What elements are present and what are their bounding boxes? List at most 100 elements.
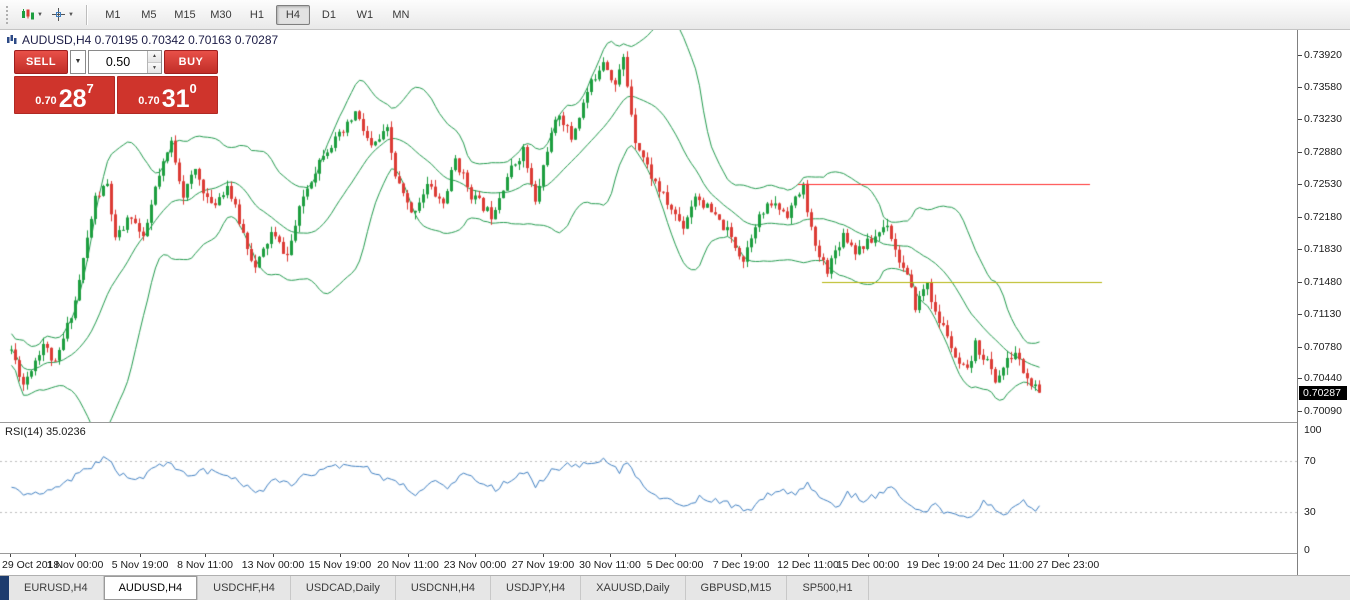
axis-tick (675, 554, 676, 557)
price-axis-label: 0.71830 (1304, 243, 1342, 256)
volume-input[interactable] (89, 51, 147, 73)
timeframe-w1[interactable]: W1 (356, 8, 374, 21)
price-axis-label: 0.73230 (1304, 113, 1342, 126)
price-axis-label: 0.70090 (1304, 405, 1342, 417)
axis-tick (10, 554, 11, 557)
sell-price-base: 0.70 (35, 95, 57, 107)
axis-tick (610, 554, 611, 557)
axis-tick (75, 554, 76, 557)
timeframe-mn[interactable]: MN (392, 8, 410, 21)
time-axis-label: 30 Nov 11:00 (579, 559, 641, 571)
price-axis-label: 0.73920 (1304, 49, 1342, 61)
axis-tick (543, 554, 544, 557)
tab-sp500-h1[interactable]: SP500,H1 (787, 576, 869, 600)
axis-tick (340, 554, 341, 557)
rsi-scale-label: 70 (1304, 455, 1316, 468)
time-axis-label: 20 Nov 11:00 (377, 559, 439, 571)
mini-chart-icon (7, 35, 17, 44)
axis-tick (1068, 554, 1069, 557)
timeframe-m5[interactable]: M5 (141, 8, 157, 21)
one-click-trading-panel: SELL ▼ ▲ ▼ BUY 0.70 28 7 0.70 31 (14, 50, 218, 114)
timeframe-d1[interactable]: D1 (321, 8, 336, 21)
axis-tick (868, 554, 869, 557)
time-axis-label: 15 Dec 00:00 (836, 559, 900, 571)
time-axis-label: 13 Nov 00:00 (241, 559, 305, 571)
time-axis-label: 7 Dec 19:00 (712, 559, 770, 571)
time-axis-label: 8 Nov 11:00 (177, 559, 233, 571)
bar-chart-icon (22, 9, 34, 20)
axis-tick (808, 554, 809, 557)
price-axis-label: 0.72180 (1304, 210, 1342, 223)
axis-tick (273, 554, 274, 557)
volume-stepper: ▲ ▼ (147, 51, 161, 73)
sell-price-pips: 28 (58, 85, 87, 113)
time-axis[interactable]: 29 Oct 2018 1 Nov 00:00 5 Nov 19:00 8 Nov 1… (0, 554, 1297, 575)
axis-tick (1298, 152, 1302, 153)
buy-price-point: 0 (189, 81, 197, 96)
timeframe-h4[interactable]: H4 (275, 4, 310, 25)
timeframe-group: M1 M5 M15 M30 H1 H4 D1 W1 MN (95, 4, 419, 25)
buy-price-display[interactable]: 0.70 31 0 (117, 76, 218, 114)
time-axis-label: 24 Dec 11:00 (972, 559, 1034, 571)
trade-controls-row: SELL ▼ ▲ ▼ BUY (14, 50, 218, 74)
caret-down-icon: ▼ (67, 11, 74, 18)
time-axis-label: 29 Oct 2018 (2, 559, 60, 571)
axis-tick (1298, 55, 1302, 56)
axis-tick (1298, 249, 1302, 250)
rsi-scale-label: 0 (1304, 544, 1310, 557)
tab-bar: EURUSD,H4 AUDUSD,H4 USDCHF,H4 USDCAD,Daily U… (0, 575, 1350, 600)
rsi-scale-label: 30 (1304, 506, 1316, 519)
caret-down-icon: ▼ (74, 58, 82, 65)
axis-tick (140, 554, 141, 557)
tab-usdcad-daily[interactable]: USDCAD,Daily (291, 576, 396, 600)
axis-tick (1298, 347, 1302, 348)
chart-type-button[interactable]: ▼ (17, 5, 46, 24)
axis-tick (1298, 411, 1302, 412)
buy-price-pips: 31 (161, 85, 190, 113)
tab-usdjpy-h4[interactable]: USDJPY,H4 (491, 576, 582, 600)
time-axis-divider (0, 553, 1350, 554)
price-axis-label: 0.71130 (1304, 308, 1342, 321)
symbol-ohlc-text: AUDUSD,H4 0.70195 0.70342 0.70163 0.7028… (22, 33, 279, 47)
toolbar-separator (85, 4, 88, 25)
symbol-ohlc-line: AUDUSD,H4 0.70195 0.70342 0.70163 0.7028… (6, 33, 278, 47)
time-axis-label: 5 Dec 00:00 (646, 559, 704, 571)
rsi-chart-canvas[interactable] (0, 423, 1297, 553)
time-axis-label: 5 Nov 19:00 (111, 559, 169, 571)
price-axis-label: 0.72530 (1304, 178, 1342, 191)
timeframe-m1[interactable]: M1 (105, 8, 121, 21)
tab-audusd-h4[interactable]: AUDUSD,H4 (103, 576, 199, 600)
tab-eurusd-h4[interactable]: EURUSD,H4 (9, 576, 104, 600)
chart-tabs: EURUSD,H4 AUDUSD,H4 USDCHF,H4 USDCAD,Daily U… (9, 576, 869, 600)
volume-increment-button[interactable]: ▲ (148, 51, 161, 63)
buy-price-base: 0.70 (138, 95, 160, 107)
order-type-dropdown[interactable]: ▼ (70, 50, 86, 74)
axis-tick (1298, 87, 1302, 88)
axis-tick (1298, 217, 1302, 218)
tab-usdchf-h4[interactable]: USDCHF,H4 (198, 576, 291, 600)
caret-down-icon: ▼ (37, 11, 43, 18)
price-axis[interactable]: 0.70287 0.73920 0.73580 0.73230 0.72880 0.72… (1297, 30, 1350, 575)
volume-field: ▲ ▼ (88, 50, 162, 74)
toolbar-drag-handle[interactable] (6, 5, 11, 24)
sell-button[interactable]: SELL (14, 50, 68, 74)
axis-tick (205, 554, 206, 557)
crosshair-tool-button[interactable]: ▼ (48, 5, 77, 24)
tab-usdcnh-h4[interactable]: USDCNH,H4 (396, 576, 492, 600)
buy-button[interactable]: BUY (164, 50, 218, 74)
price-axis-label: 0.73580 (1304, 80, 1342, 93)
sell-price-display[interactable]: 0.70 28 7 (14, 76, 115, 114)
axis-tick (408, 554, 409, 557)
time-axis-label: 12 Dec 11:00 (777, 559, 839, 571)
timeframe-m15[interactable]: M15 (174, 8, 196, 21)
timeframe-m30[interactable]: M30 (210, 8, 232, 21)
tab-xauusd-daily[interactable]: XAUUSD,Daily (581, 576, 686, 600)
volume-decrement-button[interactable]: ▼ (148, 62, 161, 73)
timeframe-h1[interactable]: H1 (249, 8, 264, 21)
time-axis-label: 27 Nov 19:00 (511, 559, 575, 571)
crosshair-icon (51, 8, 65, 21)
tab-gbpusd-m15[interactable]: GBPUSD,M15 (686, 576, 788, 600)
price-axis-label: 0.72880 (1304, 145, 1342, 158)
chart-workspace: AUDUSD,H4 0.70195 0.70342 0.70163 0.7028… (0, 30, 1350, 600)
axis-tick (1298, 282, 1302, 283)
